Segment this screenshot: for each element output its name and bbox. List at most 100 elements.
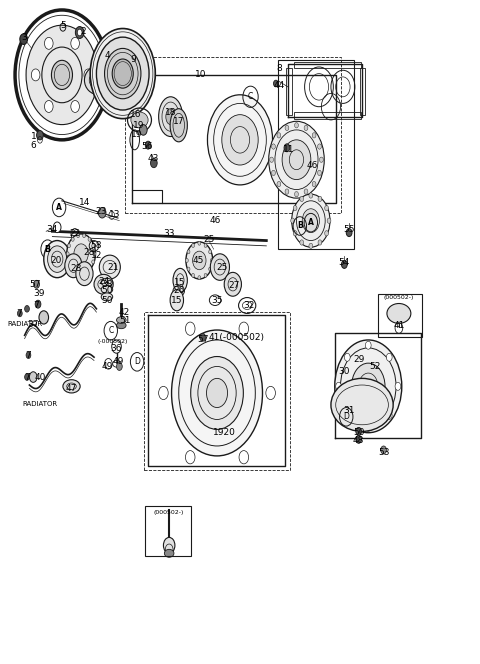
- Text: 48: 48: [353, 436, 364, 445]
- Circle shape: [318, 144, 322, 149]
- Text: 14: 14: [79, 199, 90, 207]
- Ellipse shape: [173, 268, 187, 292]
- Circle shape: [395, 382, 401, 390]
- Circle shape: [158, 386, 168, 400]
- Circle shape: [327, 218, 331, 223]
- Circle shape: [20, 34, 27, 44]
- Ellipse shape: [94, 274, 113, 294]
- Circle shape: [72, 237, 74, 241]
- Circle shape: [105, 48, 141, 99]
- Circle shape: [295, 123, 299, 128]
- Circle shape: [204, 274, 207, 278]
- Text: RADIATOR: RADIATOR: [8, 321, 43, 327]
- Ellipse shape: [99, 255, 120, 279]
- Circle shape: [204, 244, 207, 248]
- Ellipse shape: [117, 322, 126, 329]
- Circle shape: [66, 252, 69, 256]
- Text: 45: 45: [192, 256, 204, 265]
- Circle shape: [198, 241, 201, 245]
- Circle shape: [65, 254, 82, 278]
- Circle shape: [285, 125, 289, 131]
- Circle shape: [93, 252, 96, 256]
- Text: 44: 44: [274, 81, 285, 90]
- Circle shape: [90, 29, 156, 119]
- Circle shape: [318, 197, 322, 202]
- Text: 15: 15: [174, 278, 186, 287]
- Circle shape: [285, 189, 289, 194]
- Circle shape: [96, 37, 149, 110]
- Text: 41: 41: [393, 321, 405, 330]
- Circle shape: [312, 133, 316, 138]
- Circle shape: [277, 133, 281, 138]
- Circle shape: [324, 205, 328, 210]
- Circle shape: [74, 244, 88, 264]
- Circle shape: [45, 37, 53, 49]
- Circle shape: [185, 322, 195, 335]
- Circle shape: [239, 322, 249, 335]
- Circle shape: [346, 228, 352, 236]
- Circle shape: [381, 446, 386, 454]
- Circle shape: [277, 181, 281, 187]
- Circle shape: [224, 272, 241, 296]
- Circle shape: [274, 80, 278, 87]
- Circle shape: [336, 382, 341, 390]
- Circle shape: [71, 37, 79, 49]
- Text: (000502-): (000502-): [153, 510, 183, 515]
- Text: B: B: [297, 222, 303, 230]
- Circle shape: [192, 244, 194, 248]
- Text: 19: 19: [133, 121, 144, 129]
- Circle shape: [112, 59, 133, 88]
- Circle shape: [239, 451, 249, 464]
- Text: 2: 2: [80, 27, 86, 36]
- Text: 50: 50: [353, 428, 364, 437]
- Circle shape: [72, 266, 74, 270]
- Circle shape: [386, 353, 392, 361]
- Circle shape: [302, 208, 320, 232]
- Circle shape: [363, 380, 373, 393]
- Circle shape: [68, 244, 71, 248]
- Text: 7: 7: [24, 373, 30, 382]
- Circle shape: [26, 25, 98, 125]
- Circle shape: [75, 27, 84, 39]
- Circle shape: [88, 266, 91, 270]
- Circle shape: [270, 157, 274, 163]
- Text: 34: 34: [47, 225, 58, 234]
- Text: B: B: [45, 244, 51, 254]
- Circle shape: [45, 100, 53, 112]
- Text: C: C: [248, 92, 253, 102]
- Circle shape: [291, 218, 295, 223]
- Circle shape: [171, 330, 263, 456]
- Circle shape: [269, 122, 324, 198]
- Circle shape: [191, 357, 243, 430]
- Circle shape: [29, 372, 37, 382]
- Circle shape: [341, 260, 347, 268]
- Circle shape: [31, 69, 40, 81]
- Text: 33: 33: [163, 230, 175, 238]
- Circle shape: [92, 244, 95, 248]
- Text: 41(-000502): 41(-000502): [208, 333, 264, 342]
- Circle shape: [222, 115, 258, 165]
- Text: 9: 9: [131, 54, 137, 64]
- Circle shape: [304, 189, 308, 194]
- Text: 49: 49: [101, 362, 113, 371]
- Text: C: C: [108, 326, 113, 335]
- Circle shape: [365, 424, 371, 432]
- Circle shape: [151, 159, 157, 168]
- Text: 11: 11: [283, 145, 295, 154]
- Text: 51: 51: [120, 315, 131, 325]
- Text: 46: 46: [307, 161, 318, 169]
- Circle shape: [67, 234, 96, 274]
- Text: 12: 12: [91, 251, 102, 260]
- Circle shape: [386, 412, 392, 420]
- Circle shape: [266, 386, 276, 400]
- Text: 7: 7: [25, 351, 31, 360]
- Circle shape: [48, 246, 67, 272]
- Circle shape: [356, 428, 361, 436]
- Text: 53: 53: [378, 448, 389, 457]
- Circle shape: [210, 254, 229, 280]
- Text: 17: 17: [173, 117, 184, 125]
- Circle shape: [83, 270, 85, 274]
- Circle shape: [292, 194, 330, 247]
- Circle shape: [282, 140, 311, 179]
- Circle shape: [210, 258, 213, 262]
